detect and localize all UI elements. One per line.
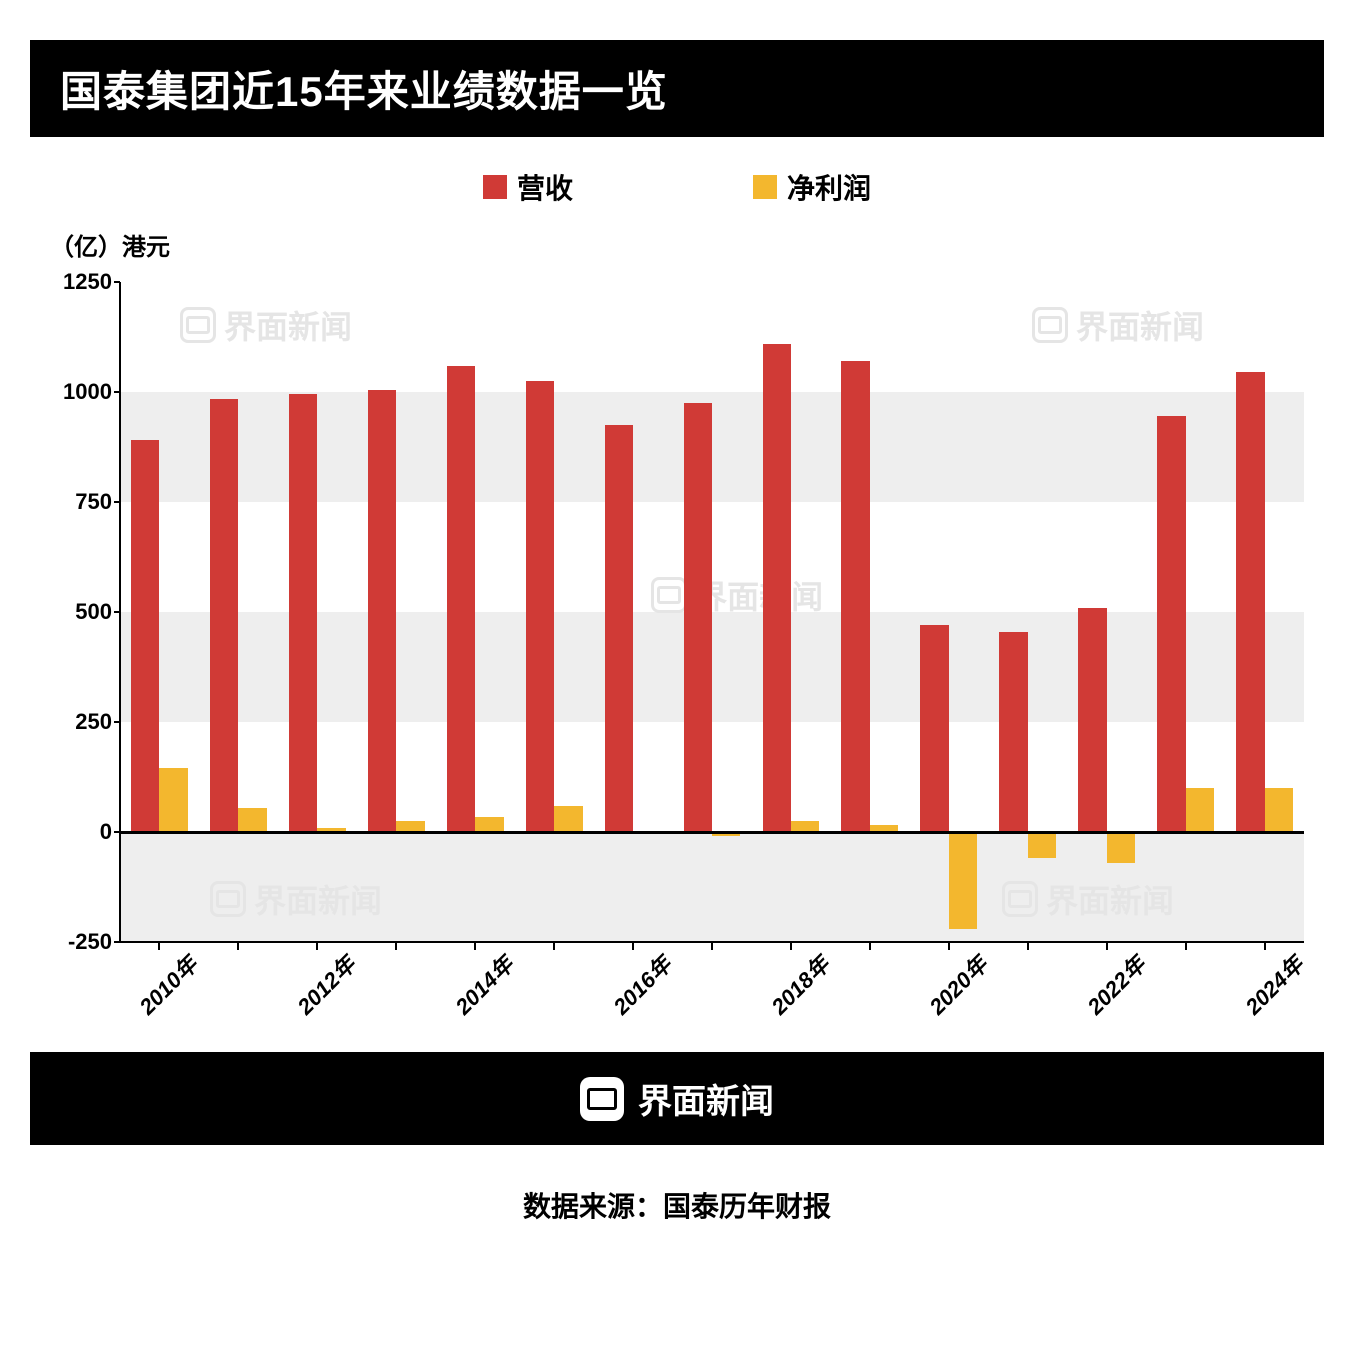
title-bar: 国泰集团近15年来业绩数据一览 [30,40,1324,137]
bar [159,768,187,832]
bar [131,440,159,832]
bar [368,390,396,832]
x-tick-label: 2014年 [447,948,520,1021]
y-tick-label: 1250 [63,269,120,295]
legend-label-profit: 净利润 [787,167,871,207]
x-tick-label: 2024年 [1236,948,1309,1021]
legend: 营收 净利润 [30,167,1324,207]
y-tick-label: -250 [68,929,120,955]
data-source: 数据来源：国泰历年财报 [0,1185,1354,1225]
x-tick-mark [1027,942,1029,950]
plot-region: -2500250500750100012502010年2012年2014年201… [120,282,1304,942]
x-tick-label: 2020年 [921,948,994,1021]
bar [949,832,977,929]
brand-name: 界面新闻 [638,1074,774,1123]
bar [554,806,582,832]
bar [841,361,869,832]
x-tick-mark [948,942,950,950]
legend-swatch-revenue [483,175,507,199]
y-axis-line [119,282,121,942]
bar [210,399,238,832]
bar [1265,788,1293,832]
x-tick-mark [1106,942,1108,950]
bar [1107,832,1135,863]
x-tick-mark [632,942,634,950]
x-tick-label: 2018年 [763,948,836,1021]
brand-icon [580,1077,624,1121]
x-tick-mark [395,942,397,950]
x-tick-mark [553,942,555,950]
x-tick-mark [790,942,792,950]
chart-title: 国泰集团近15年来业绩数据一览 [60,58,1294,119]
bar [1157,416,1185,832]
chart-area: -2500250500750100012502010年2012年2014年201… [30,272,1324,1032]
bar [289,394,317,832]
x-tick-mark [869,942,871,950]
x-tick-mark [711,942,713,950]
bar [1186,788,1214,832]
x-tick-mark [158,942,160,950]
x-tick-label: 2012年 [289,948,362,1021]
x-tick-mark [1185,942,1187,950]
zero-line [120,831,1304,834]
x-tick-mark [1264,942,1266,950]
legend-item-profit: 净利润 [753,167,871,207]
legend-label-revenue: 营收 [517,167,573,207]
bar [1028,832,1056,858]
bar [1078,608,1106,832]
bar [605,425,633,832]
legend-swatch-profit [753,175,777,199]
legend-item-revenue: 营收 [483,167,573,207]
bar [1236,372,1264,832]
bar [526,381,554,832]
x-axis-line [120,941,1304,943]
footer-brand: 界面新闻 [30,1052,1324,1145]
x-tick-label: 2010年 [131,948,204,1021]
y-tick-label: 1000 [63,379,120,405]
bar [447,366,475,832]
bar [763,344,791,832]
bar [999,632,1027,832]
bar [684,403,712,832]
x-tick-label: 2016年 [605,948,678,1021]
x-tick-mark [316,942,318,950]
y-axis-unit: （亿）港元 [50,227,1324,262]
bar [920,625,948,832]
x-tick-mark [474,942,476,950]
bar [238,808,266,832]
x-tick-mark [237,942,239,950]
grid-band [120,282,1304,392]
x-tick-label: 2022年 [1079,948,1152,1021]
